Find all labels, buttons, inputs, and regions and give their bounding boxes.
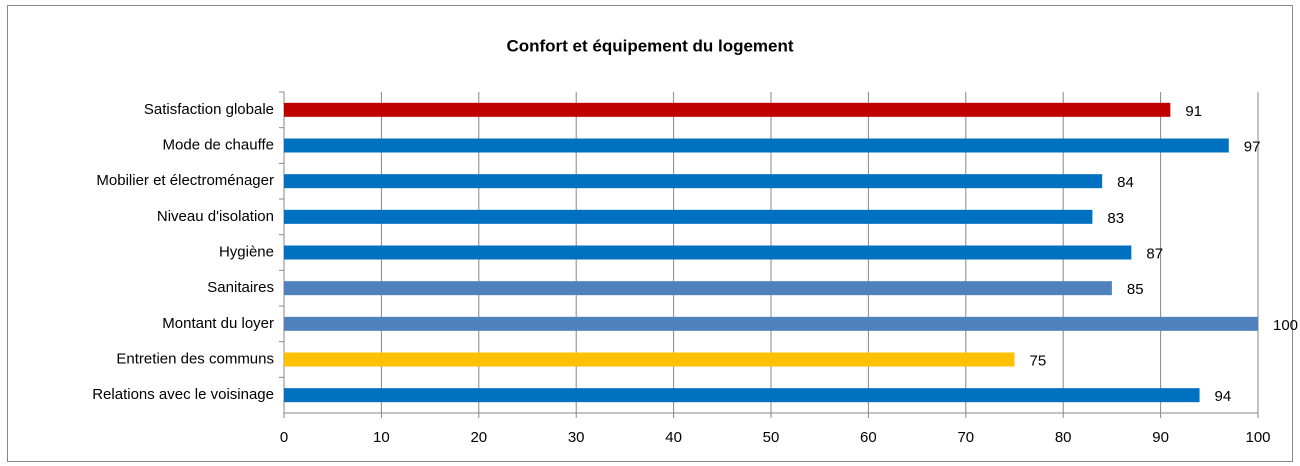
chart-title: Confort et équipement du logement	[506, 36, 793, 55]
x-tick-label: 70	[957, 429, 974, 446]
data-label: 84	[1117, 174, 1134, 191]
data-label: 94	[1215, 388, 1232, 405]
bar	[284, 138, 1229, 153]
data-label: 91	[1185, 103, 1202, 120]
data-label: 100	[1273, 317, 1298, 334]
y-tick-label: Mode de chauffe	[163, 136, 274, 153]
y-tick-label: Satisfaction globale	[144, 101, 274, 118]
x-tick-label: 0	[280, 429, 288, 446]
data-label: 85	[1127, 281, 1144, 298]
data-label: 97	[1244, 138, 1261, 155]
bar	[284, 174, 1103, 189]
y-tick-label: Hygiène	[219, 243, 274, 260]
data-label: 83	[1107, 210, 1124, 227]
x-tick-label: 30	[568, 429, 585, 446]
x-tick-label: 60	[860, 429, 877, 446]
bar	[284, 102, 1171, 117]
bar	[284, 352, 1015, 367]
y-tick-label: Montant du loyer	[162, 315, 274, 332]
bar	[284, 209, 1093, 224]
bar	[284, 316, 1258, 331]
x-tick-label: 20	[470, 429, 487, 446]
x-tick-label: 50	[763, 429, 780, 446]
y-tick-label: Niveau d'isolation	[157, 208, 274, 225]
x-tick-label: 90	[1152, 429, 1169, 446]
y-tick-label: Sanitaires	[207, 279, 274, 296]
bar	[284, 388, 1200, 403]
x-tick-label: 40	[665, 429, 682, 446]
y-tick-label: Mobilier et électroménager	[96, 172, 274, 189]
bar	[284, 245, 1132, 260]
x-tick-label: 10	[373, 429, 390, 446]
data-label: 75	[1030, 352, 1047, 369]
bar	[284, 281, 1112, 296]
y-tick-label: Entretien des communs	[116, 350, 274, 367]
x-tick-label: 80	[1055, 429, 1072, 446]
chart-border	[7, 5, 1293, 462]
x-tick-label: 100	[1245, 429, 1270, 446]
y-tick-label: Relations avec le voisinage	[92, 386, 274, 403]
data-label: 87	[1146, 245, 1163, 262]
